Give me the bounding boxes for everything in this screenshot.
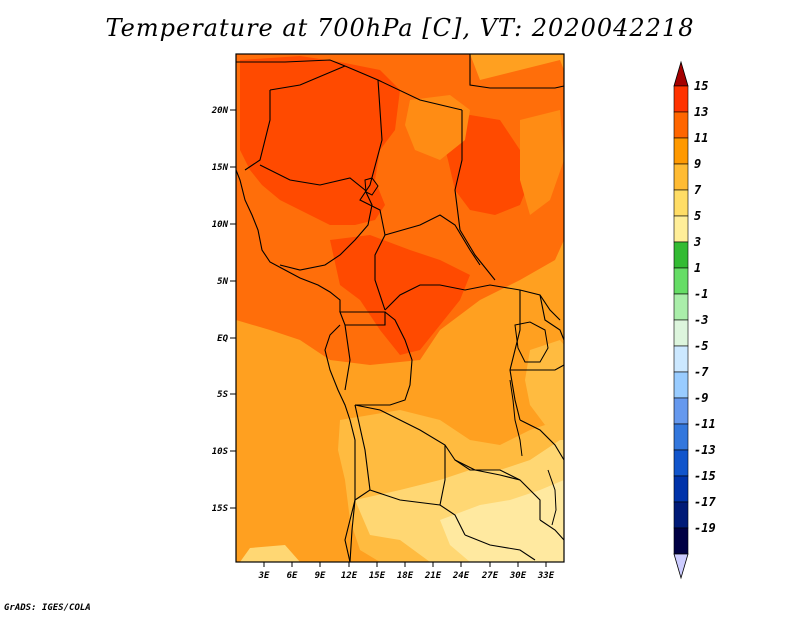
- colorbar-label: 3: [693, 235, 701, 249]
- colorbar-label: -1: [694, 287, 708, 301]
- colorbar-segment: [673, 189, 689, 217]
- lat-label: 10N: [212, 220, 229, 230]
- lon-label: 3E: [258, 571, 270, 581]
- colorbar-label: -7: [694, 365, 709, 379]
- lon-label: 15E: [369, 571, 386, 581]
- colorbar-label: -19: [694, 521, 716, 535]
- colorbar-label: -15: [694, 469, 716, 483]
- colorbar-arrow-bottom: [673, 553, 689, 580]
- temp-area-9-patch1: [405, 95, 470, 160]
- lon-label: 27E: [481, 571, 499, 581]
- colorbar-segment: [673, 241, 689, 269]
- colorbar-label: 9: [694, 157, 701, 171]
- colorbar-segment: [673, 293, 689, 321]
- colorbar-segment: [673, 215, 689, 243]
- colorbar-label: 13: [694, 105, 708, 119]
- colorbar-segment: [673, 163, 689, 191]
- lakes: [364, 177, 557, 526]
- colorbar-label: 7: [694, 183, 702, 197]
- lat-label: 15N: [212, 163, 229, 173]
- temp-area-3-sw: [240, 545, 300, 562]
- lat-label: 15S: [212, 504, 229, 514]
- colorbar-label: -5: [694, 339, 708, 353]
- colorbar-segment: [673, 423, 689, 451]
- colorbar-label: -3: [694, 313, 708, 327]
- colorbar-segment: [673, 111, 689, 139]
- colorbar-segment: [673, 137, 689, 165]
- temp-area-7-patch: [525, 340, 564, 425]
- map-frame: [235, 53, 565, 563]
- lon-label: 9E: [315, 571, 326, 581]
- lon-label: 30E: [509, 571, 527, 581]
- colorbar-segment: [673, 527, 689, 555]
- lat-label: 5S: [217, 390, 228, 400]
- temp-area-9-patch2: [520, 110, 564, 215]
- coastline: [235, 169, 356, 563]
- colorbar-label: 11: [694, 131, 708, 145]
- longitude-axis: 3E 6E 9E 12E 15E 18E 21E 24E 27E 30E 33E: [258, 562, 555, 581]
- colorbar: 15 13 11 9 7 5 3 1 -1 -3 -5 -7 -9 -11 -13 -15 -17 -19: [673, 60, 716, 580]
- lat-label: 20N: [211, 106, 229, 116]
- temp-area-13-north: [240, 56, 400, 225]
- lon-label: 6E: [287, 571, 298, 581]
- colorbar-segment: [673, 501, 689, 529]
- colorbar-segment: [673, 397, 689, 425]
- colorbar-segment: [673, 319, 689, 347]
- colorbar-label: 15: [694, 79, 708, 93]
- colorbar-segment: [673, 449, 689, 477]
- colorbar-segment: [673, 345, 689, 373]
- colorbar-label: 5: [694, 209, 701, 223]
- colorbar-segment: [673, 85, 689, 113]
- grads-credit: GrADS: IGES/COLA: [4, 603, 91, 613]
- temp-area-3: [440, 480, 564, 562]
- colorbar-segment: [673, 267, 689, 295]
- lon-label: 21E: [424, 571, 442, 581]
- colorbar-label: 1: [694, 261, 701, 275]
- lon-label: 18E: [397, 571, 414, 581]
- lat-label: 5N: [217, 277, 228, 287]
- colorbar-label: -9: [694, 391, 708, 405]
- colorbar-label: -11: [694, 417, 716, 431]
- lon-label: 24E: [452, 571, 470, 581]
- colorbar-segment: [673, 475, 689, 503]
- colorbar-segment: [673, 371, 689, 399]
- lat-label: EQ: [217, 334, 228, 344]
- country-borders: [236, 54, 565, 563]
- latitude-axis: 20N 15N 10N 5N EQ 5S 10S 15S: [211, 106, 236, 514]
- lon-label: 12E: [341, 571, 358, 581]
- colorbar-label: -17: [694, 495, 716, 509]
- colorbar-arrow-top: [673, 60, 689, 87]
- chart-title: Temperature at 700hPa [C], VT: 202004221…: [105, 14, 695, 42]
- colorbar-label: -13: [694, 443, 716, 457]
- lat-label: 10S: [212, 447, 229, 457]
- lon-label: 33E: [537, 571, 555, 581]
